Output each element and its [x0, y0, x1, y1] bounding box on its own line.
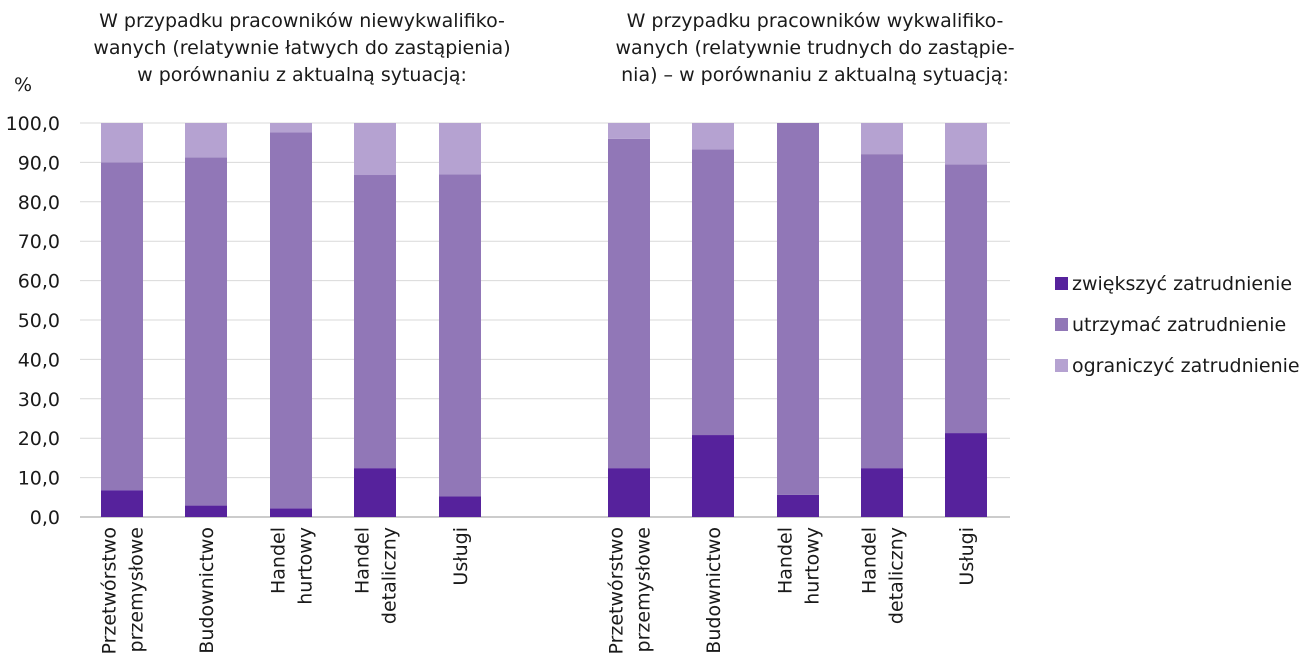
legend-label: utrzymać zatrudnienie — [1072, 313, 1287, 336]
bar-segment — [945, 123, 987, 165]
legend-swatch-reduce — [1055, 359, 1068, 372]
bar-segment — [185, 157, 227, 506]
bar-segment — [439, 123, 481, 175]
bar-segment — [608, 468, 650, 517]
x-category-label: detaliczny — [886, 527, 908, 624]
x-category-label: Handel — [859, 527, 881, 594]
bar-segment — [692, 123, 734, 150]
bar-segment — [185, 123, 227, 158]
y-tick-label: 20,0 — [18, 428, 60, 450]
bar-segment — [777, 123, 819, 495]
x-category-label: Budownictwo — [703, 527, 725, 654]
bar-segment — [692, 435, 734, 517]
legend-item: zwiększyć zatrudnienie — [1055, 270, 1300, 297]
bar-segment — [354, 175, 396, 469]
stacked-bar-chart: 0,0 10,0 20,0 30,0 40,0 50,0 60,0 70,0 80,0 90,0 1… — [6, 113, 1010, 655]
chart-title-left: W przypadku pracowników niewykwalifiko- … — [93, 10, 511, 86]
bar-segment — [945, 433, 987, 517]
y-tick-label: 30,0 — [18, 389, 60, 411]
x-category-label: Przetwórstwo — [606, 527, 628, 655]
bar-segment — [777, 494, 819, 517]
bar-segment — [861, 154, 903, 469]
y-tick-label: 90,0 — [18, 152, 60, 174]
bar-segment — [270, 132, 312, 509]
y-tick-label: 100,0 — [6, 113, 60, 135]
bar-segment — [945, 164, 987, 434]
bar-segment — [101, 490, 143, 517]
bar-segment — [439, 496, 481, 517]
x-category-label: Handel — [268, 527, 290, 594]
bar-segment — [354, 468, 396, 517]
bar-segment — [185, 505, 227, 517]
bar-segment — [861, 468, 903, 517]
x-category-label: Budownictwo — [196, 527, 218, 654]
x-category-label: Handel — [775, 527, 797, 594]
bar-segment — [101, 162, 143, 491]
x-category-label: Przetwórstwo — [99, 527, 121, 655]
legend: zwiększyć zatrudnienie utrzymać zatrudni… — [1055, 270, 1300, 393]
y-tick-label: 80,0 — [18, 192, 60, 214]
x-category-label: przemysłowe — [126, 527, 148, 652]
x-category-label: Usługi — [956, 527, 978, 586]
y-tick-label: 40,0 — [18, 349, 60, 371]
bar-segment — [270, 123, 312, 133]
legend-swatch-increase — [1055, 277, 1068, 290]
y-tick-label: 60,0 — [18, 271, 60, 293]
x-category-label: Handel — [352, 527, 374, 594]
legend-item: ograniczyć zatrudnienie — [1055, 352, 1300, 379]
x-category-label: hurtowy — [802, 527, 824, 605]
bar-segment — [354, 123, 396, 176]
legend-label: ograniczyć zatrudnienie — [1072, 354, 1300, 377]
bar-segment — [692, 149, 734, 436]
y-tick-label: 50,0 — [18, 310, 60, 332]
y-tick-label: 0,0 — [30, 507, 60, 529]
chart-title-right: W przypadku pracowników wykwalifiko- wan… — [615, 10, 1015, 86]
bar-segment — [101, 123, 143, 163]
bar-segment — [608, 138, 650, 469]
y-tick-label: 70,0 — [18, 231, 60, 253]
x-category-label: hurtowy — [295, 527, 317, 605]
bar-segment — [861, 123, 903, 155]
y-tick-label: 10,0 — [18, 468, 60, 490]
bar-segment — [439, 174, 481, 497]
legend-item: utrzymać zatrudnienie — [1055, 311, 1300, 338]
legend-swatch-maintain — [1055, 318, 1068, 331]
legend-label: zwiększyć zatrudnienie — [1072, 272, 1293, 295]
y-axis-unit: % — [14, 74, 33, 96]
x-category-label: przemysłowe — [633, 527, 655, 652]
x-category-label: Usługi — [450, 527, 472, 586]
bar-segment — [608, 123, 650, 139]
bar-segment — [270, 508, 312, 517]
x-category-label: detaliczny — [379, 527, 401, 624]
